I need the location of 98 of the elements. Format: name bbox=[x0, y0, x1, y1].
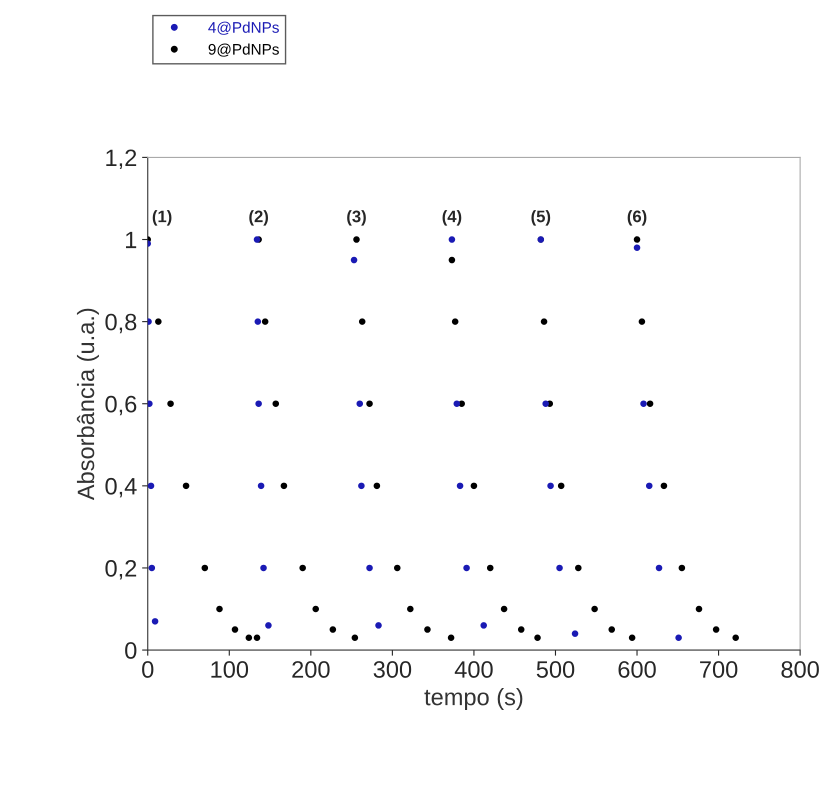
point bbox=[454, 400, 460, 407]
point bbox=[375, 622, 382, 629]
point bbox=[350, 256, 358, 264]
point bbox=[558, 482, 564, 490]
point bbox=[712, 626, 720, 633]
point bbox=[272, 400, 280, 407]
point bbox=[216, 606, 223, 612]
point bbox=[374, 482, 380, 490]
x-tick-label: 600 bbox=[618, 661, 656, 678]
legend-label: 9@PdNPs bbox=[208, 44, 279, 57]
point bbox=[486, 564, 494, 572]
point bbox=[534, 634, 541, 642]
point bbox=[258, 482, 264, 490]
y-tick-label: 1,2 bbox=[106, 149, 136, 169]
point bbox=[547, 482, 554, 490]
point bbox=[366, 564, 373, 572]
point bbox=[148, 482, 154, 490]
y-tick-label: 0,8 bbox=[105, 314, 136, 334]
x-axis-title: tempo (s) bbox=[424, 688, 522, 710]
point bbox=[448, 236, 456, 243]
point bbox=[167, 400, 174, 407]
point bbox=[628, 634, 636, 642]
point bbox=[232, 626, 238, 633]
point bbox=[634, 244, 640, 251]
point bbox=[155, 318, 162, 325]
point bbox=[452, 318, 458, 325]
point bbox=[572, 630, 578, 637]
point bbox=[500, 606, 508, 612]
point bbox=[591, 606, 598, 612]
point bbox=[265, 622, 272, 629]
point bbox=[732, 634, 739, 642]
point bbox=[152, 618, 158, 625]
x-tick-label: 400 bbox=[454, 661, 493, 678]
point bbox=[542, 400, 549, 407]
point bbox=[638, 318, 646, 325]
point bbox=[358, 318, 366, 325]
point bbox=[148, 564, 156, 572]
point bbox=[660, 482, 668, 490]
point bbox=[634, 236, 640, 243]
y-axis-title: Absorbância (u.a.) bbox=[76, 308, 99, 500]
point bbox=[656, 564, 662, 572]
x-tick-label: 700 bbox=[700, 661, 738, 678]
point bbox=[456, 482, 464, 490]
annotation: (5) bbox=[531, 210, 550, 226]
point bbox=[255, 400, 262, 407]
point bbox=[518, 626, 524, 633]
point bbox=[356, 400, 364, 407]
point bbox=[280, 482, 288, 490]
x-tick-label: 500 bbox=[536, 661, 574, 678]
point bbox=[202, 564, 208, 572]
annotation: (1) bbox=[152, 210, 172, 226]
y-tick-label: 0,4 bbox=[105, 478, 137, 498]
point bbox=[470, 482, 478, 490]
point bbox=[358, 482, 365, 490]
point bbox=[480, 622, 487, 629]
y-tick-label: 0,6 bbox=[105, 396, 136, 416]
point bbox=[260, 564, 267, 572]
point bbox=[675, 634, 682, 642]
x-tick-label: 200 bbox=[292, 661, 330, 678]
point bbox=[182, 482, 190, 490]
y-tick-label: 0 bbox=[125, 642, 136, 659]
y-tick-label: 0,2 bbox=[105, 560, 136, 580]
point bbox=[366, 400, 373, 407]
point bbox=[575, 564, 582, 572]
point bbox=[262, 318, 268, 325]
point bbox=[540, 318, 548, 325]
point bbox=[353, 236, 360, 243]
point bbox=[646, 400, 654, 407]
annotation: (4) bbox=[442, 210, 462, 226]
annotation: (6) bbox=[628, 210, 646, 226]
point bbox=[640, 400, 647, 407]
x-tick-label: 100 bbox=[211, 661, 248, 678]
point bbox=[299, 564, 306, 572]
point bbox=[424, 626, 431, 633]
point bbox=[254, 634, 260, 642]
point bbox=[608, 626, 616, 633]
point bbox=[246, 634, 252, 642]
point bbox=[448, 256, 456, 264]
x-tick-label: 800 bbox=[781, 661, 819, 678]
point bbox=[678, 564, 686, 572]
point bbox=[394, 564, 401, 572]
point bbox=[407, 606, 414, 612]
annotation: (3) bbox=[347, 210, 366, 226]
legend-label: 4@PdNPs bbox=[208, 22, 279, 35]
point bbox=[312, 606, 319, 612]
point bbox=[646, 482, 653, 490]
annotation: (2) bbox=[249, 210, 268, 226]
x-tick-label: 0 bbox=[142, 661, 154, 678]
point bbox=[696, 606, 702, 612]
point bbox=[463, 564, 470, 572]
point bbox=[330, 626, 336, 633]
point bbox=[254, 318, 262, 325]
point bbox=[352, 634, 358, 642]
x-tick-label: 300 bbox=[374, 661, 412, 678]
point bbox=[448, 634, 454, 642]
y-tick-label: 1 bbox=[126, 232, 136, 248]
point bbox=[556, 564, 563, 572]
point bbox=[148, 400, 153, 407]
